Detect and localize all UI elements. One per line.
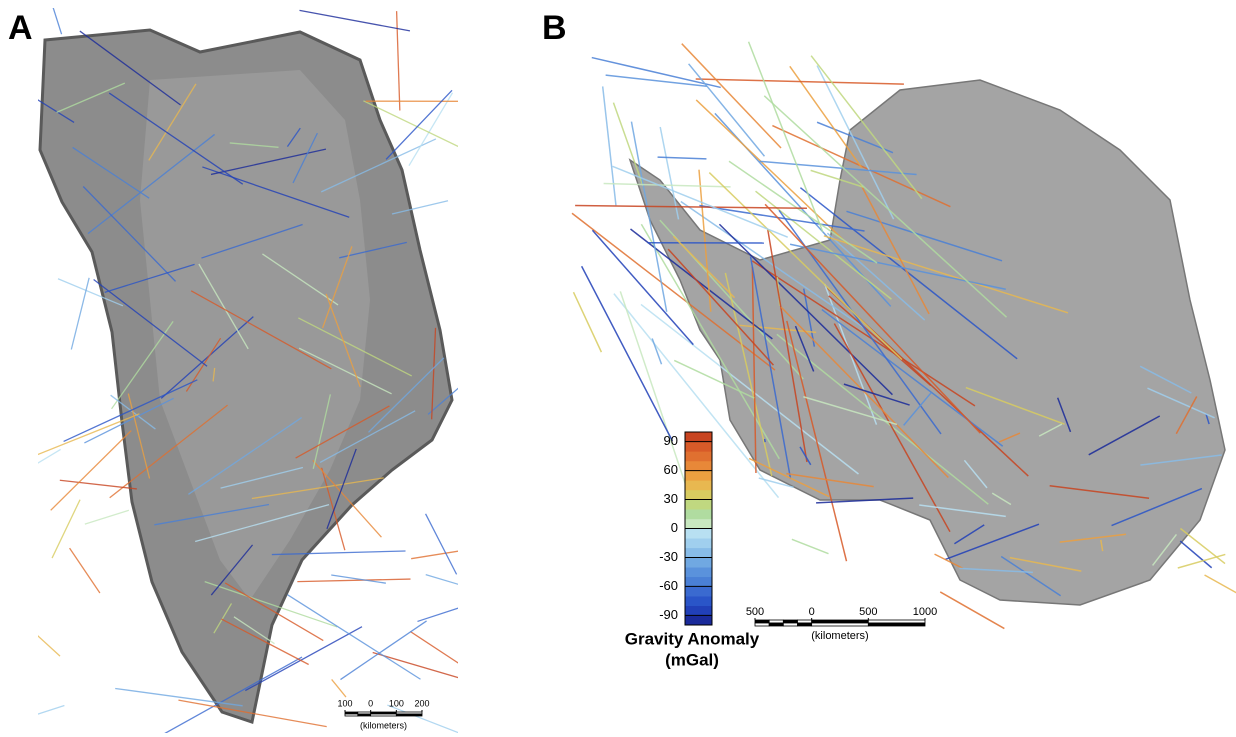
scale-segment [769,623,783,626]
flight-line [696,100,848,245]
scale-tick-label: 500 [746,606,764,618]
scale-segment [358,714,371,716]
flight-line [36,0,62,34]
scale-tick-label: 100 [337,698,352,708]
panel-label: A [8,9,33,47]
flight-line [51,431,132,511]
colorbar-tick-label: 60 [664,462,678,477]
scale-segment [396,714,422,716]
colorbar-swatch [685,432,712,442]
colorbar-swatch [685,615,712,625]
flight-line [397,11,400,110]
scale-segment [812,623,869,626]
flight-line [658,157,707,159]
flight-line [689,64,765,156]
colorbar-swatch [685,557,712,567]
colorbar-swatch [685,519,712,529]
panel-label: B [542,9,567,47]
colorbar-swatch [685,451,712,461]
colorbar-swatch [685,548,712,558]
colorbar-swatch [685,490,712,500]
figure: A B Gravity Anomaly (mGal) 90 60 30 0 -30 -60… [0,0,1236,737]
flight-line [332,679,346,697]
flight-line [582,266,673,441]
flight-line [1180,541,1211,568]
colorbar-unit: (mGal) [665,650,719,669]
colorbar-tick-label: -30 [659,549,678,564]
colorbar-swatch [685,471,712,481]
scale-segment [812,620,869,623]
colorbar-tick-label: 0 [671,520,678,535]
flight-line [749,42,823,232]
flight-line [417,577,554,622]
scale-segment [798,620,812,623]
scale-tick-label: 1000 [913,606,937,618]
scale-segment [345,714,358,716]
colorbar-swatch [685,480,712,490]
flight-line [410,632,527,709]
scale-segment [868,623,925,626]
colorbar-swatch [685,538,712,548]
flight-line [299,10,409,31]
flight-line [387,705,523,737]
flight-line [573,292,601,352]
scale-segment [755,620,769,623]
flight-line [1205,575,1236,611]
flight-line [85,510,129,524]
flight-line [331,575,386,583]
flight-line [604,184,731,187]
colorbar-tick-label: 90 [664,433,678,448]
flight-line [613,103,643,186]
map-greenland [0,0,554,737]
colorbar-swatch [685,500,712,510]
scale-tick-label: 0 [809,606,815,618]
flight-line [5,414,139,468]
colorbar-swatch [685,442,712,452]
colorbar-swatch [685,529,712,539]
flight-line [0,598,60,656]
scale-unit: (kilometers) [811,630,868,642]
colorbar-swatch [685,461,712,471]
scale-segment [371,714,397,716]
flight-line [287,595,420,680]
colorbar-swatch [685,509,712,519]
flight-line [765,439,766,442]
scale-segment [769,620,783,623]
flight-line [0,705,64,734]
flight-line [0,449,61,497]
scale-segment [783,620,797,623]
colorbar-tick-label: -90 [659,607,678,622]
colorbar-swatch [685,577,712,587]
flight-line [426,575,475,589]
scale-tick-label: 200 [414,698,429,708]
flight-line [411,546,490,559]
flight-line [52,500,80,558]
scale-tick-label: 0 [368,698,373,708]
scale-segment [868,620,925,623]
flight-line [373,653,496,689]
scale-unit: (kilometers) [360,720,407,730]
flight-line [60,480,137,489]
colorbar-tick-label: 30 [664,491,678,506]
colorbar-swatch [685,586,712,596]
flight-line [1178,554,1226,568]
scale-segment [798,623,812,626]
colorbar-tick-label: -60 [659,578,678,593]
colorbar-swatch [685,606,712,616]
scale-tick-label: 100 [389,698,404,708]
colorbar-swatch [685,567,712,577]
antarctica-land [630,80,1225,605]
flight-line [70,548,100,593]
map-antarctica [572,42,1236,629]
scale-tick-label: 500 [859,606,877,618]
flight-line [592,58,721,88]
colorbar-title: Gravity Anomaly [625,629,760,648]
flight-line [792,539,829,553]
scale-segment [755,623,769,626]
scale-segment [783,623,797,626]
flight-line [340,621,426,680]
flight-line [426,514,457,575]
colorbar-swatch [685,596,712,606]
flight-line [297,579,410,582]
